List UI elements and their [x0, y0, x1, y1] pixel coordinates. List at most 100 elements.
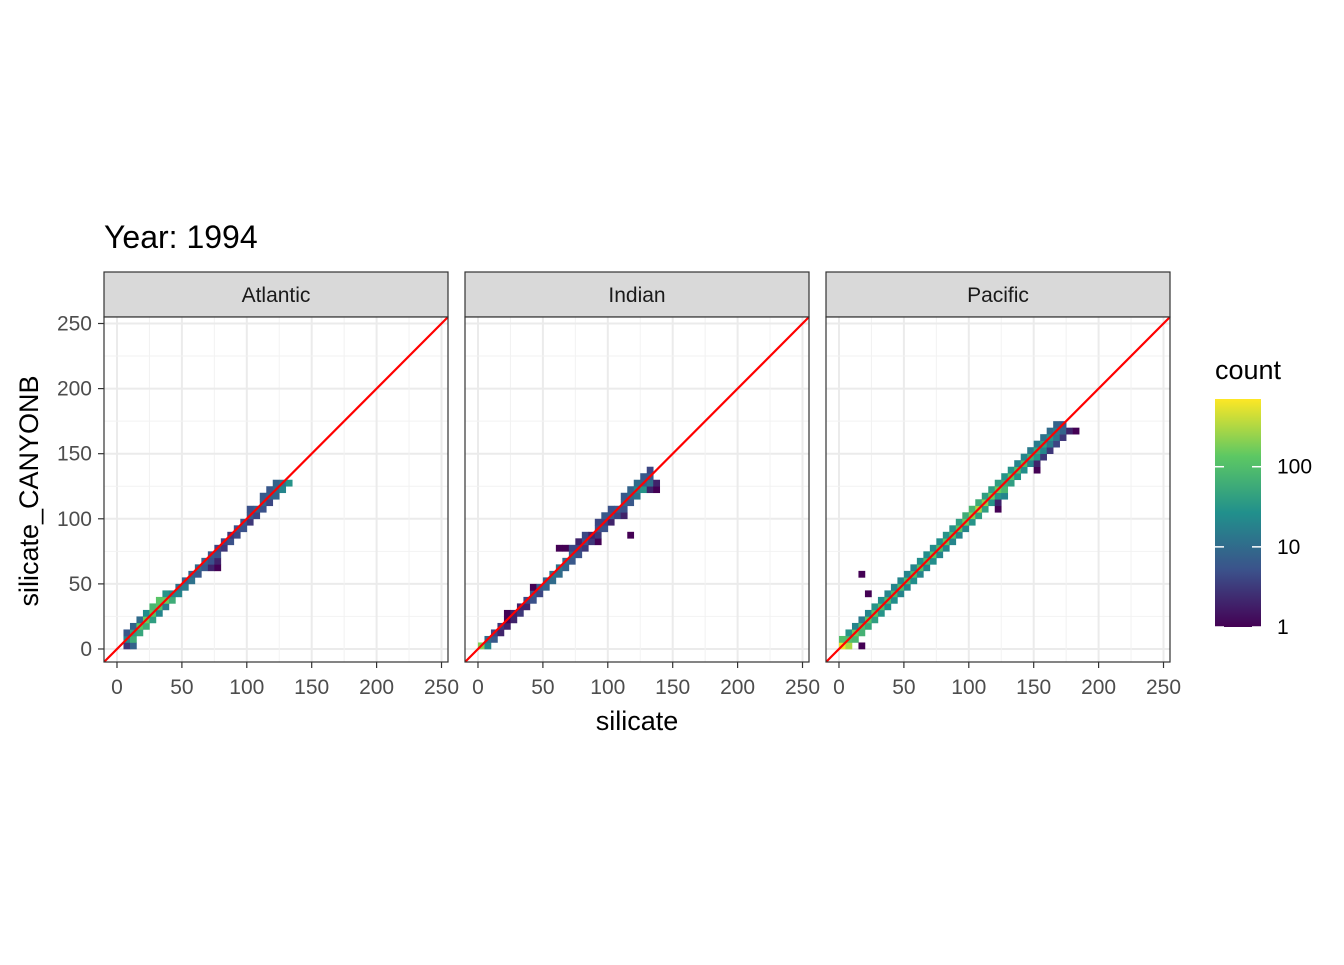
facet-strip [464, 271, 810, 318]
heatmap-cell [620, 505, 628, 513]
heatmap-cell [266, 486, 274, 494]
heatmap-cell [175, 590, 183, 598]
facet-panel-atlantic: Atlantic 0 50 100 150 200 250 0 50 100 150 200 250 [57, 271, 459, 699]
heatmap-cell [981, 492, 989, 500]
heatmap-cell [555, 570, 563, 578]
heatmap-cell [942, 544, 950, 552]
facet-panel-indian: Indian 0 50 100 150 200 250 [464, 271, 820, 699]
panel-border [103, 316, 449, 663]
heatmap-cell [490, 635, 498, 643]
heatmap-cell [1033, 466, 1041, 474]
heatmap-cell [936, 551, 944, 559]
heatmap-cell [123, 629, 131, 637]
x-tick-label: 250 [1146, 676, 1181, 699]
heatmap-cell [594, 531, 602, 539]
heatmap-cell [516, 609, 524, 617]
heatmap-cell [259, 492, 267, 500]
heatmap-cell [994, 505, 1002, 513]
x-tick-label: 200 [359, 676, 394, 699]
heatmap-cell [568, 557, 576, 565]
heatmap-cell [142, 622, 150, 630]
heatmap-cell [910, 577, 918, 585]
heatmap-cell [627, 486, 635, 494]
heatmap-cell [240, 525, 248, 533]
identity-line [104, 317, 448, 662]
heatmap-cell [653, 479, 661, 487]
heatmap-cell [523, 603, 531, 611]
heatmap-cell [1040, 434, 1047, 441]
heatmap-cell [510, 616, 518, 624]
heatmap-cell [168, 596, 176, 604]
heatmap-cell [1053, 440, 1060, 448]
heatmap-cell [1066, 427, 1073, 435]
heatmap-cell [136, 616, 144, 624]
heatmap-cell [1059, 434, 1067, 441]
heatmap-cell [858, 629, 866, 637]
heatmap-cell [627, 499, 635, 507]
heatmap-cell [1014, 473, 1022, 481]
heatmap-cell [246, 505, 254, 513]
heatmap-cell [155, 596, 163, 604]
heatmap-cell [562, 544, 570, 552]
legend-tick-label: 10 [1277, 536, 1300, 559]
x-tick-label: 250 [785, 676, 820, 699]
x-axis-label: silicate [596, 706, 679, 736]
heatmap-cell [858, 616, 866, 624]
heatmap-cell [884, 590, 892, 598]
heatmap-cell [923, 551, 931, 559]
y-tick-label: 100 [57, 508, 92, 531]
color-legend: count 1 10 100 [1215, 355, 1312, 639]
heatmap-cell [568, 544, 576, 552]
heatmap-cell [923, 564, 931, 572]
heatmap-cell [1020, 453, 1028, 461]
heatmap-cell [864, 622, 872, 630]
heatmap-cell [851, 635, 859, 643]
heatmap-cell [916, 570, 924, 578]
x-tick-label: 50 [531, 676, 554, 699]
heatmap-cell [207, 564, 215, 572]
heatmap-cell [877, 596, 885, 604]
heatmap-cell [1014, 460, 1022, 468]
heatmap-cell [1007, 466, 1015, 474]
legend-ticks: 1 10 100 [1215, 456, 1312, 639]
heatmap-cell [253, 512, 261, 520]
heatmap-cell [1001, 486, 1009, 494]
heatmap-cell [975, 512, 983, 520]
panel-border [825, 316, 1171, 663]
heatmap-cell [529, 583, 537, 591]
x-tick-label: 0 [472, 676, 484, 699]
heatmap-cell [529, 596, 537, 604]
x-tick-label: 150 [294, 676, 329, 699]
heatmap-cell [272, 479, 280, 487]
heatmap-cell [162, 603, 170, 611]
heatmap-cell [929, 544, 937, 552]
heatmap-cell [279, 486, 287, 494]
heatmap-cell [581, 544, 589, 552]
heatmap-cell [994, 479, 1002, 487]
y-tick-label: 250 [57, 313, 92, 336]
heatmap-cell [1033, 453, 1041, 461]
grid-lines [104, 317, 448, 662]
heatmap-cell [503, 609, 511, 617]
heatmap-cell [1046, 427, 1054, 435]
heatmap-cell [581, 531, 589, 539]
heatmap-cell [549, 577, 557, 585]
y-axis-label: silicate_CANYONB [14, 375, 44, 606]
heatmap-cell [162, 590, 170, 598]
heatmap-cell [955, 518, 963, 526]
x-tick-label: 200 [1081, 676, 1116, 699]
heatmap-cell [864, 590, 872, 598]
heatmap-cell [871, 616, 879, 624]
heatmap-cell [890, 583, 898, 591]
heatmap-cell [1033, 440, 1041, 448]
heatmap-cell [181, 583, 189, 591]
legend-tick-label: 1 [1277, 616, 1289, 639]
heatmap-cell [201, 564, 209, 572]
legend-title: count [1215, 355, 1282, 385]
heatmap-cell [1072, 427, 1080, 435]
heatmap-cell [562, 564, 570, 572]
legend-tick-label: 100 [1277, 456, 1312, 479]
heatmap-cell [123, 642, 131, 650]
heatmap-cell [949, 525, 957, 533]
heatmap-cell [1001, 492, 1009, 500]
